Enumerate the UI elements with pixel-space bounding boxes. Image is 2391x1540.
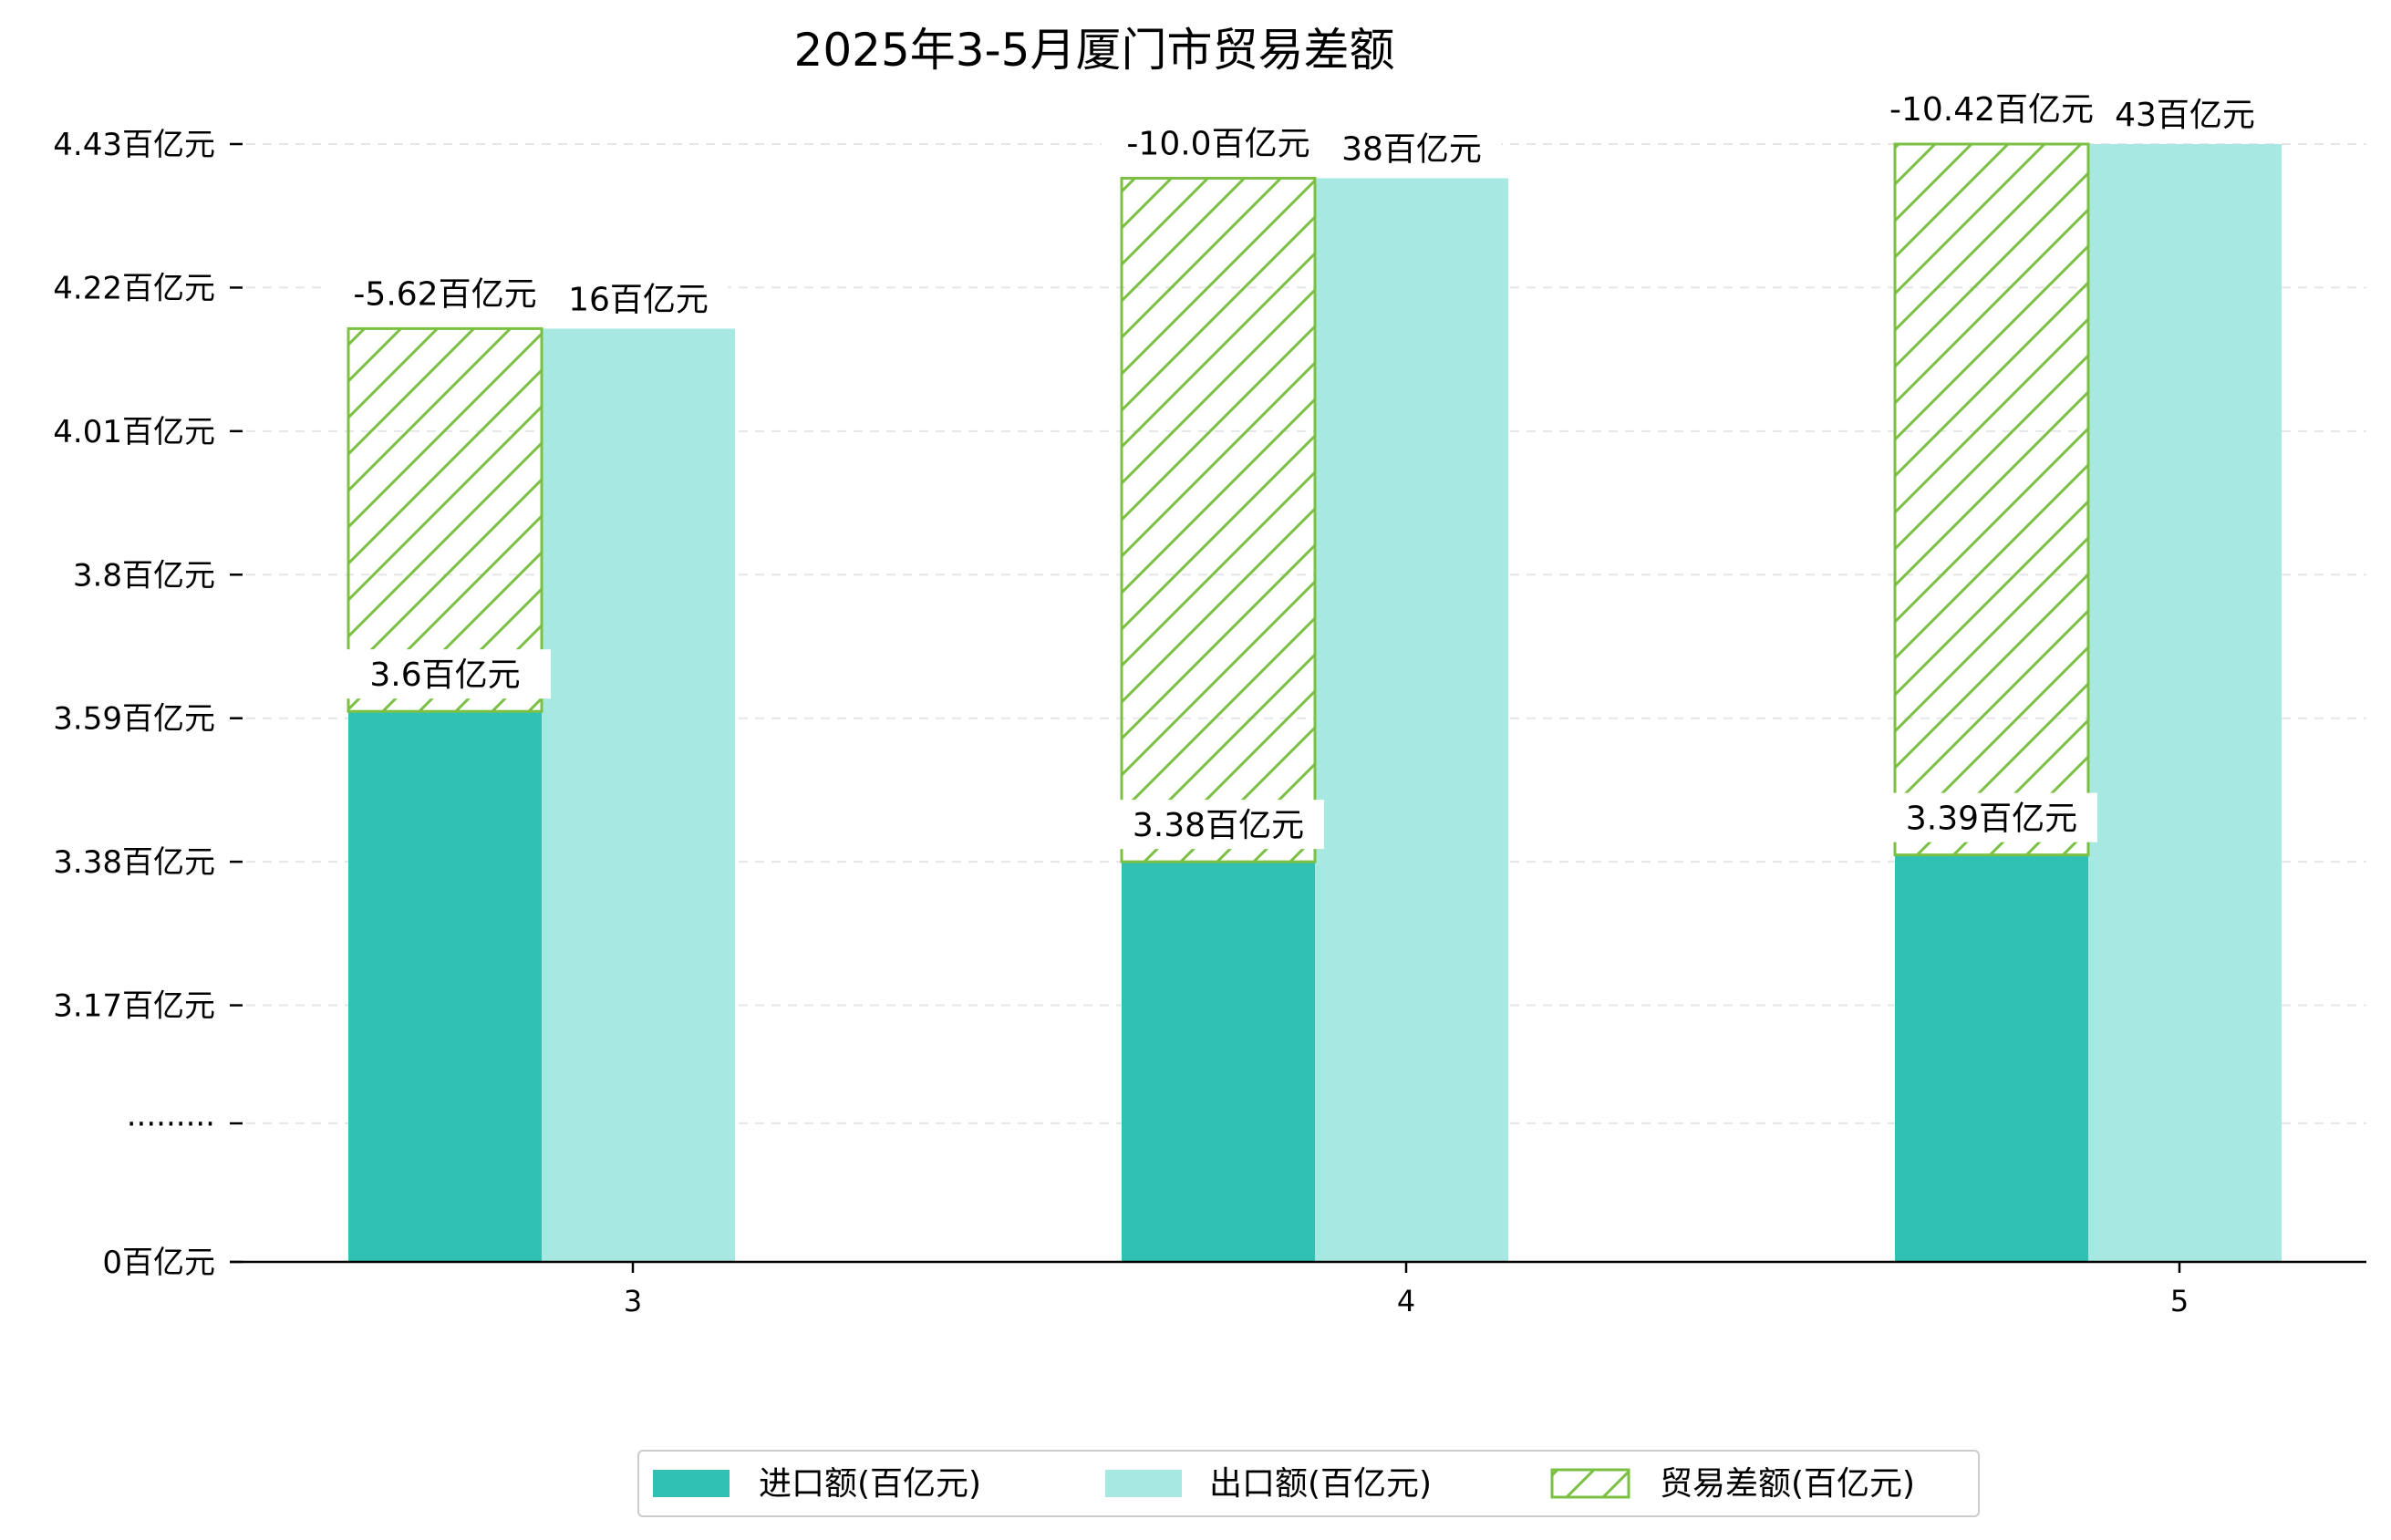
x-tick-label: 5 xyxy=(2170,1284,2189,1318)
x-axis: 3 4 5 xyxy=(624,1262,2189,1318)
y-tick-label: 3.17百亿元 xyxy=(53,988,215,1025)
data-label-bg xyxy=(1322,123,1501,173)
legend-swatch xyxy=(653,1470,730,1497)
data-label: 16百亿元 xyxy=(568,281,709,318)
bar-export xyxy=(542,328,735,1262)
legend-label: 出口额(百亿元) xyxy=(1209,1465,1432,1503)
bar-import xyxy=(348,711,542,1262)
legend-swatch xyxy=(1105,1470,1182,1497)
data-label-bg xyxy=(1886,792,2097,842)
bar-import xyxy=(1122,862,1315,1262)
y-axis: 0百亿元 ········· 3.17百亿元 3.38百亿元 3.59百亿元 3.8百亿元… xyxy=(53,127,243,1281)
legend: 进口额(百亿元) 出口额(百亿元) 贸易差额(百亿元) xyxy=(637,1450,1980,1517)
chart-title: 2025年3-5月厦门市贸易差额 xyxy=(794,24,1395,77)
y-tick-label: 3.38百亿元 xyxy=(53,844,215,881)
legend-label: 进口额(百亿元) xyxy=(759,1465,981,1503)
y-tick-label: 4.01百亿元 xyxy=(53,414,215,450)
data-label: 3.38百亿元 xyxy=(1133,807,1304,844)
bar-export xyxy=(1315,178,1508,1262)
bar-trade-balance xyxy=(1893,142,2090,857)
bars xyxy=(347,142,2282,1262)
legend-box xyxy=(637,1450,1980,1517)
data-label: 3.39百亿元 xyxy=(1906,801,2077,838)
bar-trade-balance xyxy=(1120,176,1317,863)
y-tick-label: 4.22百亿元 xyxy=(53,270,215,306)
legend-label: 贸易差额(百亿元) xyxy=(1660,1465,1915,1503)
data-label-bg xyxy=(549,274,728,324)
y-tick-label: ········· xyxy=(127,1106,215,1142)
y-tick-label: 4.43百亿元 xyxy=(53,127,215,163)
data-label-bg xyxy=(328,268,562,318)
x-tick-label: 4 xyxy=(1397,1284,1415,1318)
data-label: -10.0百亿元 xyxy=(1126,125,1309,162)
bar-trade-balance xyxy=(347,326,543,713)
data-label-bg xyxy=(1875,84,2108,133)
data-label: 43百亿元 xyxy=(2115,97,2255,134)
x-tick-label: 3 xyxy=(624,1284,642,1318)
data-label-bg xyxy=(2096,89,2274,139)
y-tick-label: 3.59百亿元 xyxy=(53,701,215,738)
bar-import xyxy=(1895,854,2088,1262)
data-labels: 3.6百亿元 16百亿元 -5.62百亿元 3.38百亿元 38百亿元 -10.0百亿元 3… xyxy=(328,84,2274,850)
data-label: 38百亿元 xyxy=(1341,130,1482,168)
data-label-bg xyxy=(1102,118,1335,168)
y-tick-label: 3.8百亿元 xyxy=(73,557,215,594)
data-label-bg xyxy=(339,649,551,699)
data-label: -5.62百亿元 xyxy=(353,275,536,313)
legend-swatch xyxy=(1550,1468,1630,1499)
data-label: 3.6百亿元 xyxy=(369,656,520,694)
bar-export xyxy=(2088,144,2282,1262)
data-label-bg xyxy=(1113,800,1324,850)
data-label: -10.42百亿元 xyxy=(1889,91,2094,129)
y-tick-label: 0百亿元 xyxy=(102,1245,215,1281)
